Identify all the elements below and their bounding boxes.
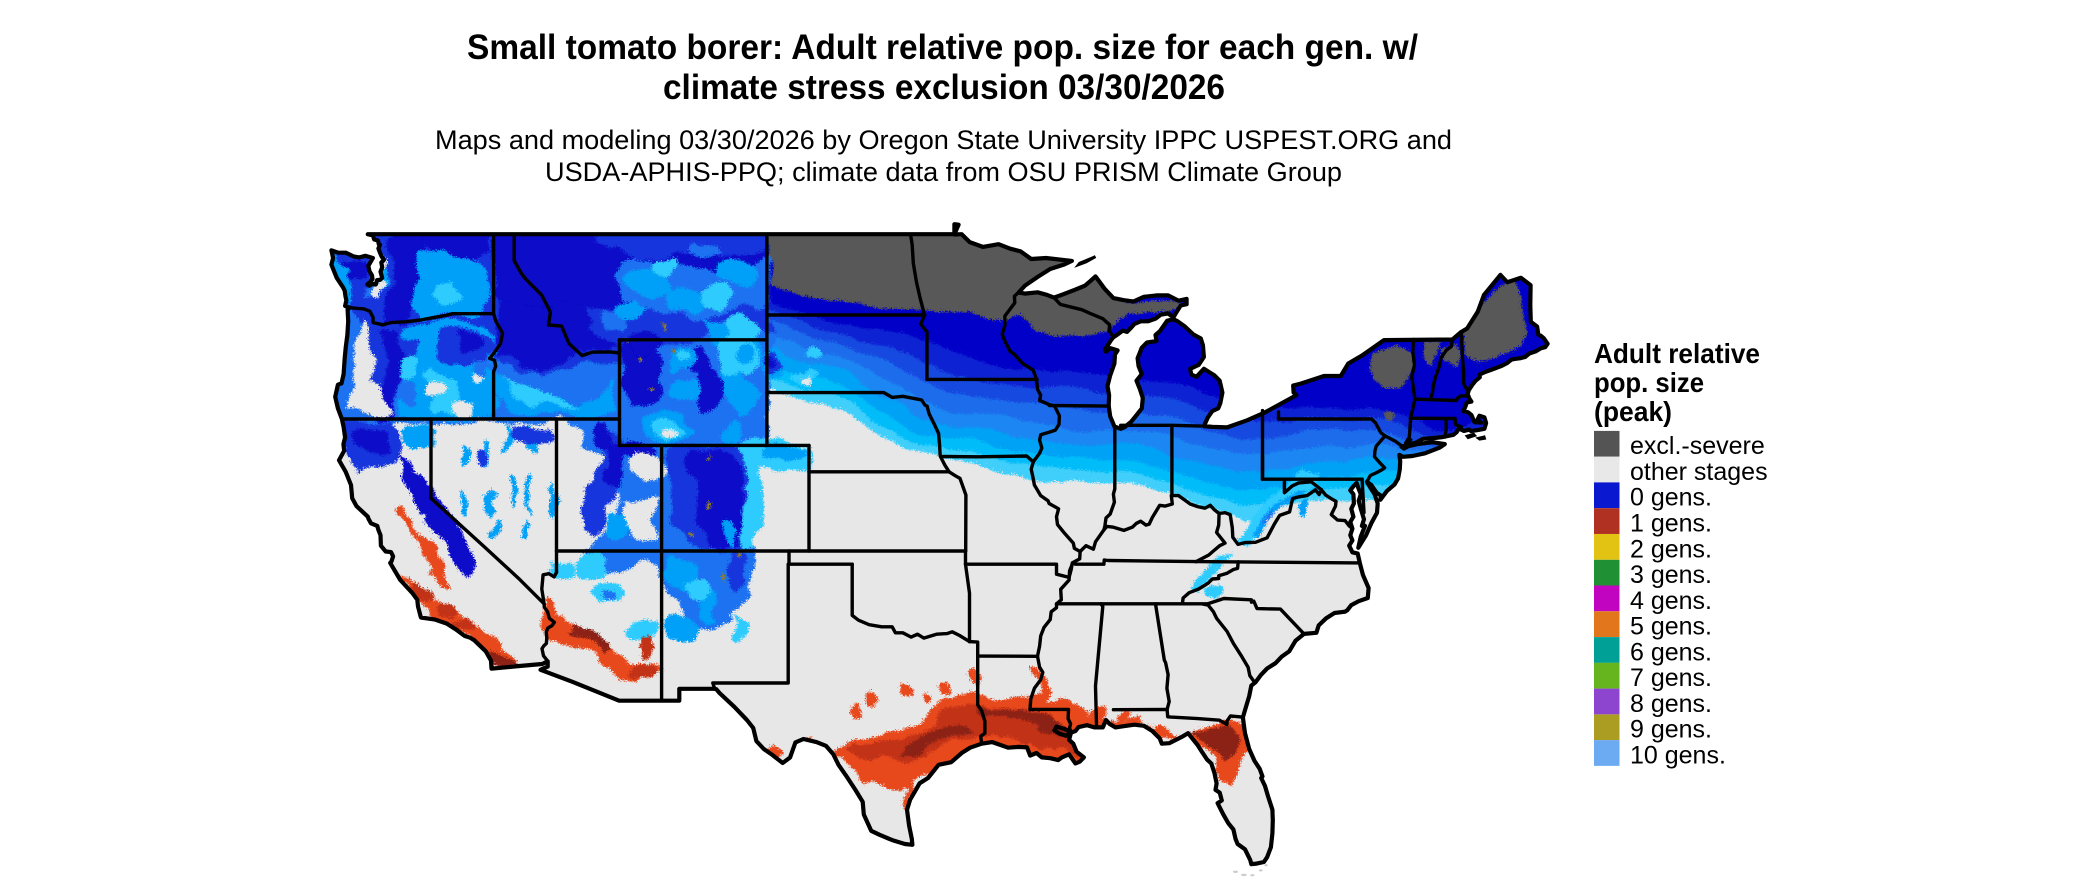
svg-text:0 gens.: 0 gens.	[1630, 484, 1712, 512]
svg-text:USDA-APHIS-PPQ; climate data f: USDA-APHIS-PPQ; climate data from OSU PR…	[545, 156, 1342, 187]
svg-text:(peak): (peak)	[1594, 396, 1672, 427]
svg-text:Small tomato borer: Adult rela: Small tomato borer: Adult relative pop. …	[467, 28, 1418, 67]
svg-text:3 gens.: 3 gens.	[1630, 561, 1712, 589]
svg-text:5 gens.: 5 gens.	[1630, 613, 1712, 641]
svg-text:2 gens.: 2 gens.	[1630, 535, 1712, 563]
svg-text:Maps and modeling 03/30/2026 b: Maps and modeling 03/30/2026 by Oregon S…	[435, 124, 1452, 155]
svg-text:8 gens.: 8 gens.	[1630, 690, 1712, 718]
svg-text:1 gens.: 1 gens.	[1630, 510, 1712, 538]
svg-text:4 gens.: 4 gens.	[1630, 587, 1712, 615]
svg-text:other stages: other stages	[1630, 458, 1768, 486]
svg-text:7 gens.: 7 gens.	[1630, 664, 1712, 692]
svg-text:6 gens.: 6 gens.	[1630, 638, 1712, 666]
svg-text:excl.-severe: excl.-severe	[1630, 432, 1765, 460]
svg-text:9 gens.: 9 gens.	[1630, 716, 1712, 744]
svg-text:Adult relative: Adult relative	[1594, 338, 1760, 369]
svg-text:pop. size: pop. size	[1594, 367, 1704, 398]
svg-text:climate stress exclusion 03/30: climate stress exclusion 03/30/2026	[663, 68, 1225, 107]
svg-text:10 gens.: 10 gens.	[1630, 741, 1726, 769]
